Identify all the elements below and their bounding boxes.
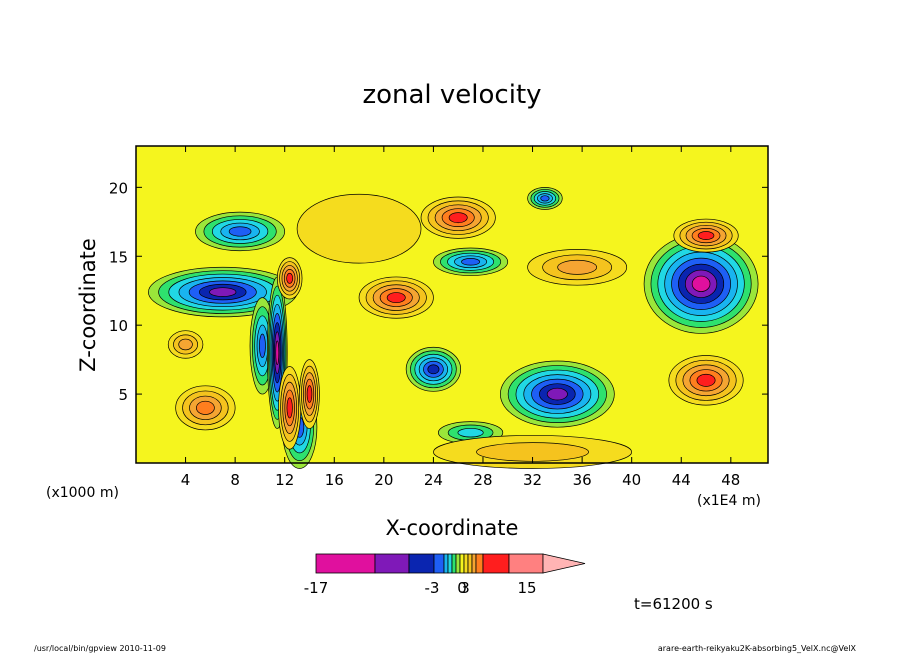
footer-right: arare-earth-reikyaku2K-absorbing5_VelX.n… [658,644,857,653]
contour-blob [276,257,303,300]
colorbar-segment [455,553,461,574]
y-tick-label: 15 [109,248,128,266]
colorbar-segment [315,553,376,574]
colorbar-segment [443,553,449,574]
contour-blob [420,196,496,239]
colorbar-tick-label: -17 [304,579,329,597]
colorbar-segment [463,553,469,574]
contour-band [178,338,193,351]
contour-blob [278,366,302,450]
chart-title: zonal velocity [362,80,541,110]
x-unit-left: (x1000 m) [46,485,119,501]
contour-band [286,397,293,419]
contour-band [296,193,422,264]
x-tick-label: 8 [230,471,240,489]
contour-band [691,275,711,292]
contour-blob [499,360,615,428]
contour-blob [299,359,320,429]
contour-band [306,385,313,403]
colorbar-segment [374,553,410,574]
contour-band [209,287,237,297]
x-axis-ticks: 4 8 12 16 20 24 28 32 36 40 44 48 [181,146,740,489]
x-unit-right: (x1E4 m) [697,493,761,509]
colorbar-segment [451,553,457,574]
contour-blob [433,247,509,276]
colorbar-tick-label: 3 [460,579,470,597]
contour-band [557,259,598,275]
contour-band [286,272,294,284]
colorbar-segment [433,553,445,574]
contour-blob [195,211,286,252]
contour-blob [167,330,204,359]
contour-band [275,340,280,365]
contour-band [457,427,484,438]
y-axis-ticks: 5 10 15 20 [109,179,768,404]
contour-band [386,292,406,304]
x-tick-label: 48 [721,471,740,489]
contour-band [228,226,252,237]
colorbar-arrow [542,553,586,574]
y-tick-label: 5 [118,386,128,404]
contour-blob [643,233,759,334]
y-tick-label: 10 [109,317,128,335]
plot-frame [135,145,769,464]
contour-band [461,258,481,266]
colorbar-segment [482,553,510,574]
colorbar-segment [447,553,453,574]
contour-layer [148,186,759,469]
x-tick-label: 40 [622,471,641,489]
contour-band [196,400,215,415]
x-tick-label: 36 [573,471,592,489]
contour-band [448,212,468,224]
colorbar-tick-label: -3 [425,579,440,597]
colorbar-segment [467,553,473,574]
colorbar-tick-label: 0 [457,579,467,597]
footer-left: /usr/local/bin/gpview 2010-11-09 [34,644,166,653]
contour-band [546,387,568,401]
contour-band [696,373,716,387]
plot-area [135,145,769,469]
contour-blob [175,385,236,431]
contour-band [697,231,715,240]
colorbar-segment [475,553,484,574]
x-tick-label: 16 [325,471,344,489]
contour-blob [673,218,739,253]
y-axis-label: Z-coordinate [76,238,100,372]
colorbar-tick-label: 15 [517,579,536,597]
x-tick-label: 28 [473,471,492,489]
contour-band [540,195,550,202]
x-tick-label: 12 [275,471,294,489]
contour-band [259,333,266,359]
contour-blob [438,421,504,445]
x-tick-label: 24 [424,471,443,489]
y-tick-label: 20 [109,179,128,197]
x-tick-label: 4 [181,471,191,489]
time-label: t=61200 s [634,595,713,613]
x-tick-label: 44 [672,471,691,489]
x-tick-label: 20 [374,471,393,489]
x-axis-label: X-coordinate [386,516,519,540]
contour-blob [668,355,744,406]
contour-blob [527,186,563,210]
colorbar-segment [508,553,544,574]
colorbar-segment [408,553,435,574]
contour-blob [405,346,462,392]
contour-blob [527,249,628,286]
contour-blob [296,193,422,264]
colorbar-segment [459,553,465,574]
contour-band [427,364,440,375]
x-tick-label: 32 [523,471,542,489]
colorbar: -17 -3 03 15 [304,553,586,597]
colorbar-segment [471,553,477,574]
contour-blob [358,276,434,319]
